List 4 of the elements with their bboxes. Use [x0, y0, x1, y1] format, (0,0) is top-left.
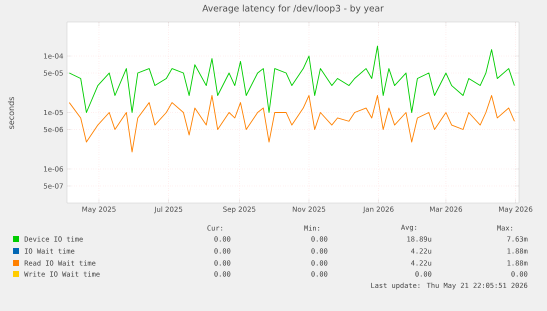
y-axis-title: seconds — [8, 97, 14, 129]
line-series — [68, 46, 515, 113]
chart-title: Average latency for /dev/loop3 - by year — [202, 4, 384, 14]
line-series — [68, 95, 515, 152]
